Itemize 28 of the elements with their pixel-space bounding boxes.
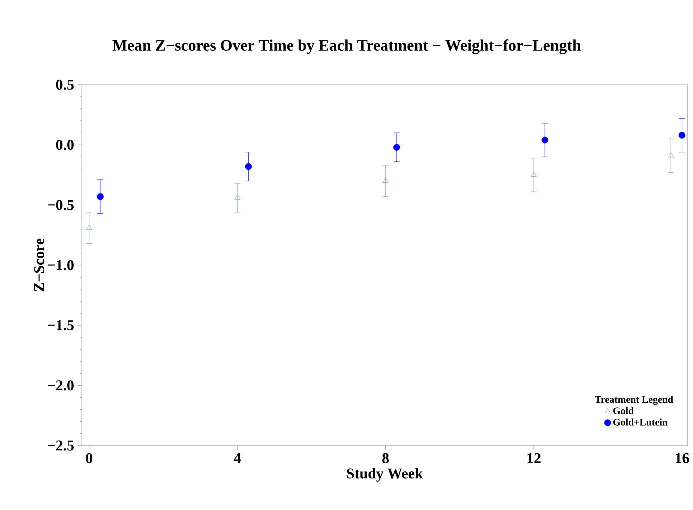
point (668, 152, 674, 158)
y-tick-label: −2.5 (48, 440, 74, 451)
chart-title: Mean Z−scores Over Time by Each Treatment − Weight−for−Length (112, 40, 582, 54)
point (678, 132, 686, 139)
y-axis-title: Z−Score (34, 238, 44, 292)
x-tick-label: 12 (528, 453, 541, 464)
point (97, 194, 104, 200)
point (382, 178, 389, 184)
x-tick-label: 4 (234, 453, 242, 464)
x-tick-label: 8 (382, 453, 390, 464)
legend-title: Treatment Legend (595, 396, 674, 406)
y-tick-label: 0.5 (56, 80, 74, 90)
x-tick-label: 16 (676, 453, 690, 464)
y-tick-label: 0.0 (56, 140, 74, 150)
point (531, 172, 537, 178)
legend-label: Gold+Lutein (614, 418, 668, 426)
legend-label: Gold (614, 408, 634, 415)
point (394, 144, 400, 151)
point (245, 163, 252, 170)
y-tick-label: −2.0 (48, 380, 74, 391)
x-axis-title: Study Week (347, 468, 424, 482)
point (86, 224, 92, 230)
y-tick-label: −1.0 (48, 260, 74, 271)
point (234, 194, 241, 200)
y-tick-label: −1.5 (48, 320, 74, 331)
point (542, 137, 549, 144)
y-tick-label: −0.5 (48, 200, 74, 210)
x-tick-label: 0 (86, 453, 93, 464)
